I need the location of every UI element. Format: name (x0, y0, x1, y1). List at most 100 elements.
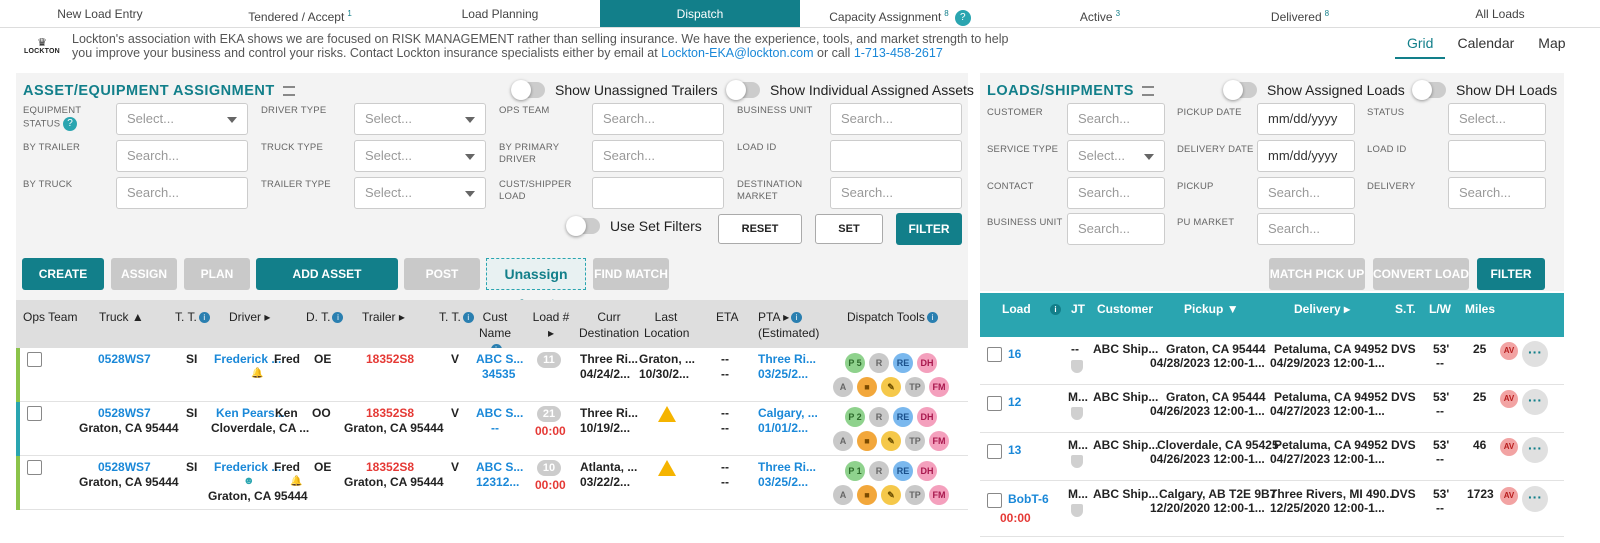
driver-link[interactable]: Frederick ... (214, 352, 282, 366)
col-load[interactable]: Load (1002, 302, 1031, 316)
driver-link[interactable]: Ken Pears... (216, 406, 285, 420)
toggle-use-set-filters[interactable]: Use Set Filters (566, 216, 702, 236)
toggle-unassigned-trailers[interactable]: Show Unassigned Trailers (511, 80, 718, 100)
tab-capacity-assignment[interactable]: Capacity Assignment 8? (800, 0, 1000, 27)
tool-re[interactable]: RE (893, 407, 913, 427)
help-icon[interactable]: ? (63, 117, 78, 131)
tab-all-loads[interactable]: All Loads (1400, 0, 1600, 27)
set-filters-button[interactable]: SET FILTERS (815, 214, 883, 263)
driver-type-select[interactable]: Select... (354, 103, 486, 135)
collapse-icon[interactable] (1141, 86, 1154, 97)
reset-filters-button[interactable]: RESET FILTERS (718, 214, 802, 263)
tool-fm[interactable]: FM (929, 485, 949, 505)
row-checkbox[interactable] (987, 444, 1002, 459)
load-link[interactable]: 16 (1008, 347, 1022, 361)
toggle-individual-assets[interactable]: Show Individual Assigned Assets (726, 80, 974, 100)
tool-dh[interactable]: DH (917, 353, 937, 373)
col-truck[interactable]: Truck ▲ (99, 310, 144, 324)
load-number[interactable]: 10 (537, 460, 561, 476)
bell-icon[interactable]: 🔔 (290, 476, 303, 487)
pu-market-input[interactable]: Search... (1257, 213, 1355, 245)
load-pill[interactable]: 11 (537, 352, 561, 368)
tool-a[interactable]: A (833, 377, 853, 397)
col-length-width[interactable]: L/W (1429, 302, 1451, 316)
info-icon[interactable]: i (332, 312, 344, 324)
row-checkbox[interactable] (987, 493, 1002, 508)
col-trailer-type[interactable]: T. T. i (439, 309, 474, 325)
info-icon[interactable]: i (1048, 301, 1061, 317)
bell-icon[interactable]: 🔔 (251, 368, 264, 379)
pta-link[interactable]: Three Ri... (758, 460, 817, 474)
pta-date[interactable]: 03/25/2... (758, 475, 809, 489)
toggle-switch[interactable] (566, 216, 600, 236)
col-ops-team[interactable]: Ops Team (23, 310, 78, 324)
pta-link[interactable]: Calgary, ... (758, 406, 818, 420)
primary-driver-input[interactable]: Search... (592, 140, 724, 172)
tab-dispatch[interactable]: Dispatch (600, 0, 800, 27)
tool-a[interactable]: A (833, 485, 853, 505)
edit-icon[interactable]: ✎ (881, 377, 901, 397)
tool-re[interactable]: RE (893, 353, 913, 373)
tool-dh[interactable]: DH (917, 461, 937, 481)
match-pickup-button[interactable]: MATCH PICK UP (1269, 258, 1365, 290)
tool-tp[interactable]: TP (905, 377, 925, 397)
by-truck-input[interactable]: Search... (116, 177, 248, 209)
team-icon[interactable]: ☻ (243, 475, 255, 487)
tab-new-load-entry[interactable]: New Load Entry (0, 0, 200, 27)
load-number[interactable]: 11 (537, 352, 561, 368)
priority-tool[interactable]: P 1 (845, 461, 865, 481)
tool-fm[interactable]: FM (929, 377, 949, 397)
edit-icon[interactable]: ✎ (881, 431, 901, 451)
delivery-input[interactable]: Search... (1448, 177, 1546, 209)
info-icon[interactable]: i (462, 312, 474, 324)
load-link[interactable]: 13 (1008, 443, 1022, 457)
av-badge[interactable]: AV (1500, 487, 1518, 505)
col-pickup[interactable]: Pickup ▼ (1184, 302, 1239, 316)
view-map[interactable]: Map (1538, 35, 1566, 51)
tool-r[interactable]: R (869, 407, 889, 427)
more-options-icon[interactable]: ··· (1522, 389, 1548, 415)
col-trailer[interactable]: Trailer ▸ (362, 310, 405, 324)
load-link[interactable]: BobT-6 (1008, 492, 1049, 506)
col-load-number[interactable]: Load # ▸ (532, 310, 570, 340)
toggle-assigned-loads[interactable]: Show Assigned Loads (1223, 80, 1405, 100)
col-last-location[interactable]: Last Location (644, 310, 690, 340)
av-badge[interactable]: AV (1500, 390, 1518, 408)
trash-icon[interactable]: ■ (857, 377, 877, 397)
find-match-button[interactable]: FIND MATCH (593, 258, 669, 290)
av-badge[interactable]: AV (1500, 438, 1518, 456)
business-unit-input[interactable]: Search... (830, 103, 962, 135)
customer-input[interactable]: Search... (1067, 103, 1165, 135)
by-trailer-input[interactable]: Search... (116, 140, 248, 172)
priority-tool[interactable]: P 2 (845, 407, 865, 427)
trailer-type-select[interactable]: Select... (354, 177, 486, 209)
loads-load-id-input[interactable] (1448, 140, 1546, 172)
col-driver-type[interactable]: D. T. i (306, 309, 344, 325)
table-row[interactable] (16, 402, 968, 456)
col-service-type[interactable]: S.T. (1395, 302, 1416, 316)
warning-icon[interactable] (658, 460, 676, 480)
tool-fm[interactable]: FM (929, 431, 949, 451)
plan-button[interactable]: PLAN (184, 258, 250, 290)
col-curr-destination[interactable]: Curr Destination (579, 310, 640, 340)
more-options-icon[interactable]: ··· (1522, 486, 1548, 512)
view-calendar[interactable]: Calendar (1457, 35, 1515, 51)
asset-filter-button[interactable]: FILTER (896, 213, 962, 245)
tab-tendered-accept[interactable]: Tendered / Accept 1 (200, 0, 400, 27)
edit-icon[interactable]: ✎ (881, 485, 901, 505)
warning-icon[interactable] (658, 406, 676, 426)
delivery-date-input[interactable]: mm/dd/yyyy (1257, 140, 1355, 172)
toggle-switch[interactable] (1223, 80, 1257, 100)
col-eta[interactable]: ETA (716, 310, 739, 324)
table-row[interactable] (16, 348, 968, 402)
trash-icon[interactable]: ■ (857, 431, 877, 451)
col-driver[interactable]: Driver ▸ (229, 310, 271, 324)
convert-load-button[interactable]: CONVERT LOAD (1373, 258, 1469, 290)
table-row[interactable] (16, 456, 968, 510)
truck-link[interactable]: 0528WS7 (98, 406, 151, 420)
trash-icon[interactable]: ■ (857, 485, 877, 505)
priority-tool[interactable]: P 5 (845, 353, 865, 373)
collapse-icon[interactable] (282, 86, 295, 97)
cust-id[interactable]: -- (491, 421, 499, 435)
toggle-dh-loads[interactable]: Show DH Loads (1412, 80, 1557, 100)
